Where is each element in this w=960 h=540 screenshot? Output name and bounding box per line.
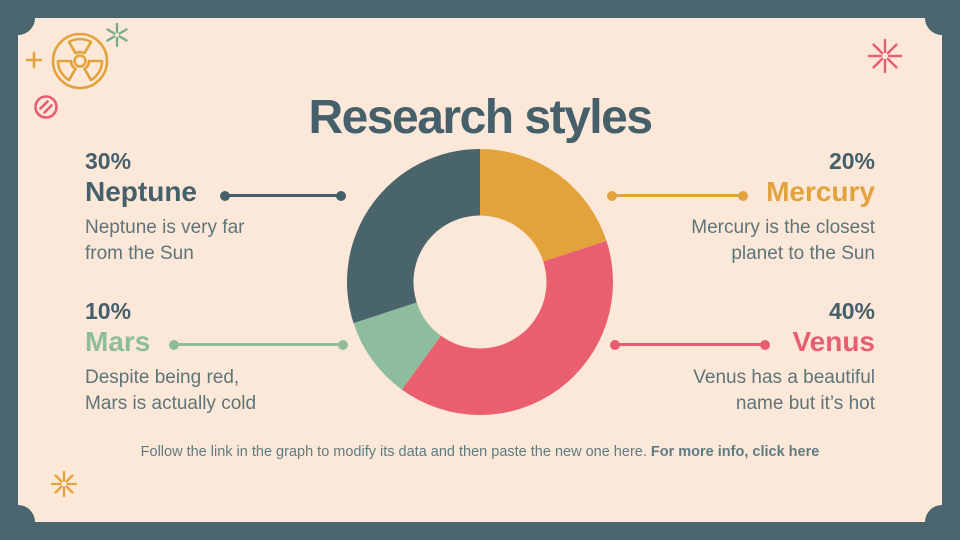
burst-icon <box>867 38 903 74</box>
planet-description: Neptune is very far from the Sun <box>85 215 315 267</box>
donut-segment-neptune <box>347 149 480 324</box>
asterisk-icon <box>50 470 78 498</box>
percent-label: 40% <box>828 298 875 324</box>
callout-mars: 10% Mars Despite being red, Mars is actu… <box>85 298 315 417</box>
connector-mars <box>169 339 348 350</box>
donut-segment-mars <box>353 302 441 390</box>
description-line: planet to the Sun <box>731 243 875 264</box>
donut-segment-mercury <box>480 149 607 262</box>
page-title: Research styles <box>308 91 653 145</box>
asterisk-icon <box>106 22 128 48</box>
slide-card: Research styles 30% Neptune Neptune is v… <box>18 18 942 522</box>
description-line: from the Sun <box>85 243 194 264</box>
planet-name: Mercury <box>766 176 875 207</box>
description-line: Venus has a beautiful <box>693 367 875 388</box>
description-line: Mercury is the closest <box>691 217 875 238</box>
corner-notch <box>18 505 35 522</box>
connector-mercury <box>607 190 748 201</box>
percent-label: 10% <box>85 298 132 324</box>
connector-neptune <box>220 190 346 201</box>
radiation-icon <box>51 32 109 90</box>
footer-text: Follow the link in the graph to modify i… <box>140 444 647 460</box>
planet-name: Venus <box>792 326 875 357</box>
corner-notch <box>925 18 942 35</box>
no-entry-icon <box>34 95 58 119</box>
footer-note: Follow the link in the graph to modify i… <box>18 442 942 462</box>
percent-label: 20% <box>828 148 875 174</box>
description-line: Mars is actually cold <box>85 393 257 414</box>
corner-notch <box>18 18 35 35</box>
donut-chart[interactable] <box>340 142 620 422</box>
planet-description: Mercury is the closest planet to the Sun <box>645 215 875 267</box>
connector-venus <box>610 339 770 350</box>
planet-name: Mars <box>85 326 151 357</box>
planet-description: Venus has a beautiful name but it’s hot <box>645 365 875 417</box>
percent-label: 30% <box>85 148 132 174</box>
planet-description: Despite being red, Mars is actually cold <box>85 365 315 417</box>
footer-link[interactable]: For more info, click here <box>650 444 820 460</box>
description-line: name but it’s hot <box>735 393 875 414</box>
planet-name: Neptune <box>85 176 197 207</box>
plus-icon <box>25 51 43 69</box>
description-line: Neptune is very far <box>85 217 245 238</box>
donut-segment-venus <box>401 240 614 416</box>
callout-venus: 40% Venus Venus has a beautiful name but… <box>645 298 875 417</box>
callout-mercury: 20% Mercury Mercury is the closest plane… <box>645 148 875 267</box>
description-line: Despite being red, <box>85 367 240 388</box>
corner-notch <box>925 505 942 522</box>
callout-neptune: 30% Neptune Neptune is very far from the… <box>85 148 315 267</box>
